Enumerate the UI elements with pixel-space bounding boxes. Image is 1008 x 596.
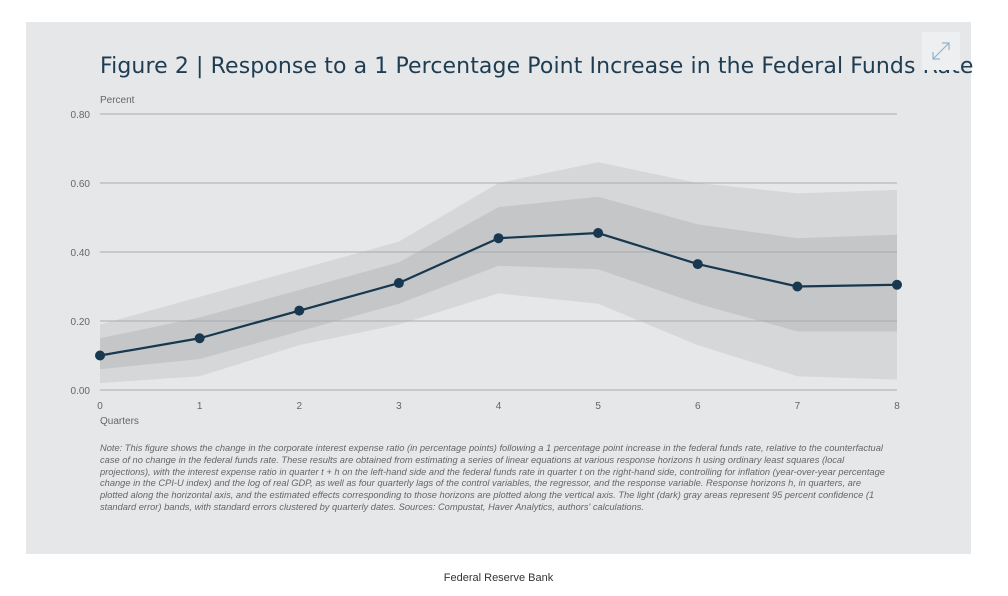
x-tick-label: 8 [894,401,900,412]
x-tick-label: 5 [595,401,601,412]
x-tick-label: 4 [496,401,502,412]
y-tick-label: 0.00 [71,386,91,397]
data-point [493,233,504,244]
expand-icon [932,42,950,60]
image-caption: Federal Reserve Bank [443,572,554,584]
y-tick-label: 0.60 [71,179,91,190]
x-tick-label: 3 [396,401,402,412]
x-tick-label: 1 [197,401,203,412]
data-point [792,281,803,292]
x-tick-label: 0 [97,401,103,412]
figure-panel: Figure 2 | Response to a 1 Percentage Po… [26,22,974,554]
data-point [393,278,404,289]
data-point [95,350,105,361]
y-tick-label: 0.20 [71,317,91,328]
data-point [294,305,305,316]
data-point [593,228,604,239]
y-tick-label: 0.80 [71,110,91,121]
x-tick-label: 7 [795,401,801,412]
se1-band [100,196,897,370]
data-point [892,279,902,290]
x-tick-label: 2 [296,401,302,412]
chart-title: Figure 2 | Response to a 1 Percentage Po… [100,54,974,79]
x-tick-label: 6 [695,401,701,412]
data-point [194,333,205,344]
line-chart: 0.00 0.20 0.40 0.60 0.80 0 1 2 3 4 5 6 7 8 [71,110,902,412]
y-tick-label: 0.40 [71,248,91,259]
data-point [692,259,703,270]
x-axis-label: Quarters [100,416,139,427]
expand-button[interactable] [922,32,960,70]
y-axis-label: Percent [100,95,135,106]
figure-note: Note: This figure shows the change in th… [100,443,885,512]
